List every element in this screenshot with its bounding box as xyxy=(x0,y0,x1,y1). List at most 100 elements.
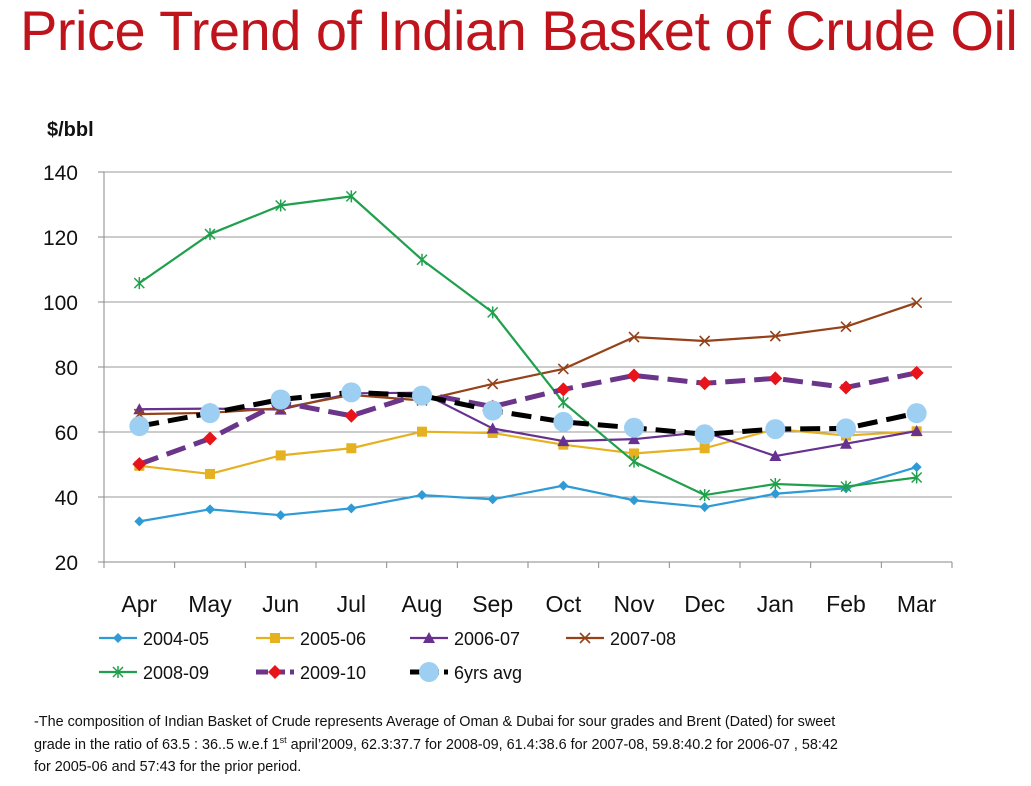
data-point xyxy=(344,408,359,423)
data-point xyxy=(768,371,783,386)
marker-shape xyxy=(579,632,591,644)
marker-shape xyxy=(909,365,924,380)
data-point xyxy=(769,450,782,462)
marker-shape xyxy=(840,480,852,493)
footnote: -The composition of Indian Basket of Cru… xyxy=(34,711,1009,779)
data-point xyxy=(132,457,147,472)
series-line xyxy=(138,195,917,497)
legend-marker xyxy=(579,632,591,644)
legend-marker xyxy=(270,633,280,643)
data-point xyxy=(346,443,357,454)
marker-shape xyxy=(416,253,428,266)
marker-shape xyxy=(487,306,499,319)
data-point xyxy=(627,368,641,383)
marker-shape xyxy=(129,416,150,437)
x-tick-label: Jun xyxy=(262,591,299,617)
marker-shape xyxy=(840,321,852,333)
data-point xyxy=(911,471,923,484)
legend-marker xyxy=(113,633,123,643)
legend-label: 2008-09 xyxy=(143,663,209,683)
data-point xyxy=(417,490,427,501)
data-point xyxy=(840,437,852,449)
marker-shape xyxy=(770,488,781,499)
legend-item: 2007-08 xyxy=(566,629,676,649)
legend-label: 2009-10 xyxy=(300,663,366,683)
marker-shape xyxy=(836,418,856,439)
data-point xyxy=(129,416,150,437)
legend-marker xyxy=(419,662,439,682)
marker-shape xyxy=(113,633,123,643)
marker-shape xyxy=(768,371,783,386)
data-point xyxy=(203,431,217,446)
data-point xyxy=(487,306,499,319)
marker-shape xyxy=(769,478,781,490)
data-point xyxy=(482,400,503,421)
marker-shape xyxy=(275,199,287,212)
data-point xyxy=(558,480,569,491)
marker-shape xyxy=(629,495,639,506)
data-point xyxy=(840,321,852,333)
marker-shape xyxy=(346,443,357,454)
footnote-line-2-sup: st xyxy=(279,734,287,745)
data-point xyxy=(486,422,499,434)
line-chart: 20 40 60 80 100 120 140 Apr May Jun Jul Aug Sep Oct No… xyxy=(43,119,953,683)
marker-shape xyxy=(412,385,432,406)
marker-shape xyxy=(419,662,439,682)
x-tick-label: Jan xyxy=(757,591,794,617)
data-point xyxy=(205,504,215,515)
data-point xyxy=(556,382,571,397)
x-tick-label: Apr xyxy=(121,591,157,617)
legend-label: 2007-08 xyxy=(610,629,676,649)
marker-shape xyxy=(911,471,923,484)
marker-shape xyxy=(628,433,640,445)
legend-item: 2005-06 xyxy=(256,629,366,649)
marker-shape xyxy=(911,297,923,309)
marker-shape xyxy=(134,516,145,527)
x-tick-label: May xyxy=(188,591,232,617)
data-point xyxy=(906,403,927,424)
marker-shape xyxy=(205,504,215,515)
marker-shape xyxy=(112,666,124,678)
series-line xyxy=(138,389,918,437)
y-tick-label: 140 xyxy=(43,162,78,185)
data-point xyxy=(840,480,852,493)
marker-shape xyxy=(346,503,357,514)
data-point xyxy=(629,495,639,506)
footnote-line-3: for 2005-06 and 57:43 for the prior peri… xyxy=(34,759,302,775)
marker-shape xyxy=(694,424,715,445)
marker-shape xyxy=(203,431,217,446)
marker-shape xyxy=(628,455,640,468)
footnote-line-2: grade in the ratio of 63.5 : 36..5 w.e.f… xyxy=(34,734,1009,757)
y-tick-label: 20 xyxy=(55,552,78,575)
marker-shape xyxy=(839,380,853,395)
x-tick-label: Feb xyxy=(826,591,866,617)
marker-shape xyxy=(423,632,435,643)
y-tick-label: 40 xyxy=(55,487,78,510)
data-point xyxy=(275,199,287,212)
marker-shape xyxy=(275,510,286,521)
footnote-line-2-a: grade in the ratio of 63.5 : 36..5 w.e.f… xyxy=(34,736,280,753)
marker-shape xyxy=(769,330,781,342)
data-point xyxy=(911,462,922,473)
marker-shape xyxy=(270,389,291,410)
data-point xyxy=(699,335,711,347)
data-point xyxy=(629,448,639,459)
data-point xyxy=(628,433,640,445)
legend-marker xyxy=(112,666,124,678)
y-tick-label: 120 xyxy=(43,227,78,250)
data-point xyxy=(770,488,781,499)
marker-shape xyxy=(204,228,216,241)
marker-shape xyxy=(417,490,427,501)
data-point xyxy=(134,516,145,527)
data-point xyxy=(694,424,715,445)
data-point xyxy=(839,380,853,395)
x-tick-label: Mar xyxy=(897,591,937,617)
legend-item: 6yrs avg xyxy=(410,662,522,683)
legend-item: 2004-05 xyxy=(99,629,209,649)
data-point xyxy=(765,419,786,440)
x-tick-label: Nov xyxy=(614,591,655,617)
data-point xyxy=(699,443,710,454)
marker-shape xyxy=(627,368,641,383)
marker-shape xyxy=(769,450,782,462)
data-point xyxy=(275,450,286,461)
